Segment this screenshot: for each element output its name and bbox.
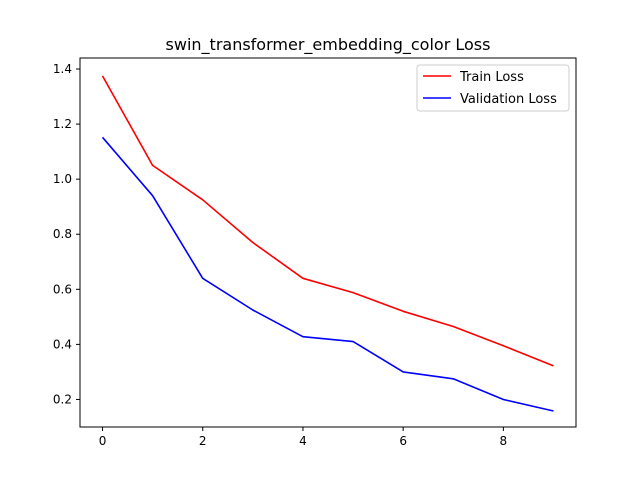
y-tick-label: 1.0 — [53, 172, 72, 186]
series-line-validation-loss — [101, 136, 554, 412]
legend-label: Validation Loss — [460, 92, 557, 107]
y-tick-label: 0.2 — [53, 392, 72, 406]
y-tick-label: 0.8 — [53, 227, 72, 241]
legend-label: Train Loss — [459, 70, 524, 85]
y-tick-label: 1.2 — [53, 117, 72, 131]
x-tick-label: 2 — [199, 434, 207, 448]
y-tick-label: 1.4 — [53, 62, 72, 76]
x-axis: 0 2 4 6 8 — [99, 427, 507, 448]
x-tick-label: 4 — [299, 434, 307, 448]
y-tick-label: 0.4 — [53, 337, 72, 351]
y-tick-label: 0.6 — [53, 282, 72, 296]
y-axis: 0.2 0.4 0.6 0.8 1.0 1.2 1.4 — [53, 62, 80, 406]
x-tick-label: 6 — [399, 434, 407, 448]
legend-box — [416, 64, 570, 112]
x-tick-label: 0 — [99, 434, 107, 448]
x-tick-label: 8 — [500, 434, 508, 448]
chart-title: swin_transformer_embedding_color Loss — [166, 35, 491, 55]
series-line-train-loss — [101, 75, 554, 367]
axes-frame — [79, 57, 577, 428]
legend: Train Loss Validation Loss — [416, 64, 570, 112]
plot-lines — [101, 75, 554, 412]
